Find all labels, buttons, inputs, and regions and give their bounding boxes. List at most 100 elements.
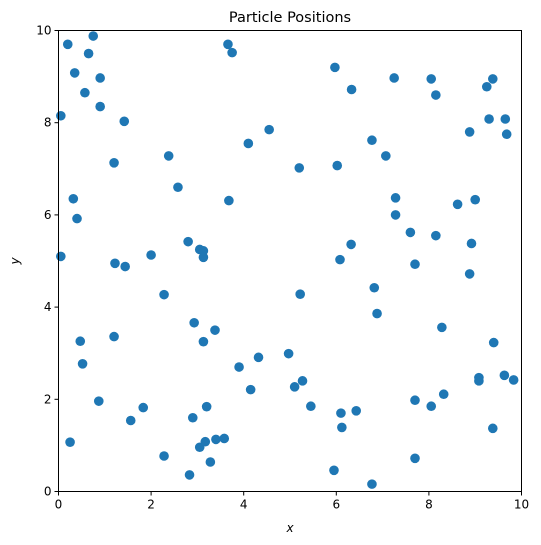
data-point [253,352,264,363]
data-point [484,114,494,124]
data-point [69,68,80,78]
data-point [487,74,498,84]
data-point [426,401,437,412]
x-axis-ticks: 0 2 4 6 8 10 [55,491,529,512]
data-point [93,396,104,406]
x-tick-label: 0 [55,498,63,512]
data-point [88,31,99,41]
data-point [464,127,475,137]
y-tick-label: 0 [44,485,52,499]
data-point [390,193,401,203]
data-point [65,437,75,447]
chart-title: Particle Positions [229,10,351,26]
data-point [372,308,382,319]
data-point [499,370,510,381]
data-point [205,457,216,467]
data-point [95,101,105,112]
data-point [500,114,511,124]
data-point [198,252,209,263]
data-point [223,39,233,50]
y-tick-label: 2 [44,392,52,406]
data-point [426,74,437,84]
data-point [381,151,391,161]
data-point [466,238,477,249]
data-point [470,194,481,205]
data-point [109,331,119,342]
data-point [294,163,305,173]
data-point [501,129,512,140]
data-point [367,479,377,489]
data-point [80,87,90,98]
data-point [351,406,362,416]
data-point [289,382,300,392]
data-point [367,135,377,146]
y-axis-label: y [8,257,22,266]
data-point [487,423,498,434]
data-point [431,90,441,100]
data-point [474,376,484,386]
x-tick-label: 4 [240,498,248,512]
data-point [264,124,274,135]
data-point [109,158,119,168]
data-point [56,110,66,121]
data-point [211,434,221,445]
data-point [481,81,492,92]
data-point [508,375,519,385]
data-point [405,227,416,238]
data-point [159,451,169,461]
x-tick-label: 10 [514,498,529,512]
data-point [297,376,308,386]
data-point [198,336,209,347]
x-tick-label: 8 [425,498,433,512]
y-tick-label: 4 [44,300,52,314]
data-point [438,389,449,400]
data-point [369,282,380,293]
data-point [452,199,463,210]
data-point [464,269,475,279]
data-point [119,116,130,127]
data-point [389,73,399,83]
data-point [138,402,149,413]
data-point [337,422,347,433]
plot-frame [58,30,522,492]
data-point [431,230,441,241]
data-point [72,213,82,224]
data-point [346,239,356,250]
data-point [219,433,230,444]
data-point [95,73,105,83]
data-point [410,259,420,270]
data-points [56,31,519,489]
data-point [227,47,237,58]
data-point [125,415,136,426]
data-point [336,408,346,418]
data-point [201,401,212,412]
data-point [330,62,340,73]
data-point [295,289,305,299]
data-point [187,412,198,423]
data-point [234,362,244,372]
data-point [306,401,316,412]
data-point [173,182,183,193]
data-point [437,322,447,333]
data-point [120,261,130,272]
data-point [335,254,345,265]
data-point [183,236,193,247]
data-point [488,337,499,348]
data-point [184,470,195,480]
x-tick-label: 2 [147,498,155,512]
data-point [62,39,73,50]
data-point [210,325,220,335]
data-point [146,250,156,260]
y-tick-label: 10 [36,24,51,38]
data-point [224,195,234,206]
data-point [410,395,420,406]
data-point [68,193,79,204]
data-point [163,151,174,161]
data-point [410,453,420,464]
x-tick-label: 6 [332,498,340,512]
data-point [283,348,294,359]
data-point [56,251,66,262]
x-axis-label: x [285,521,294,535]
y-tick-label: 8 [44,116,52,130]
